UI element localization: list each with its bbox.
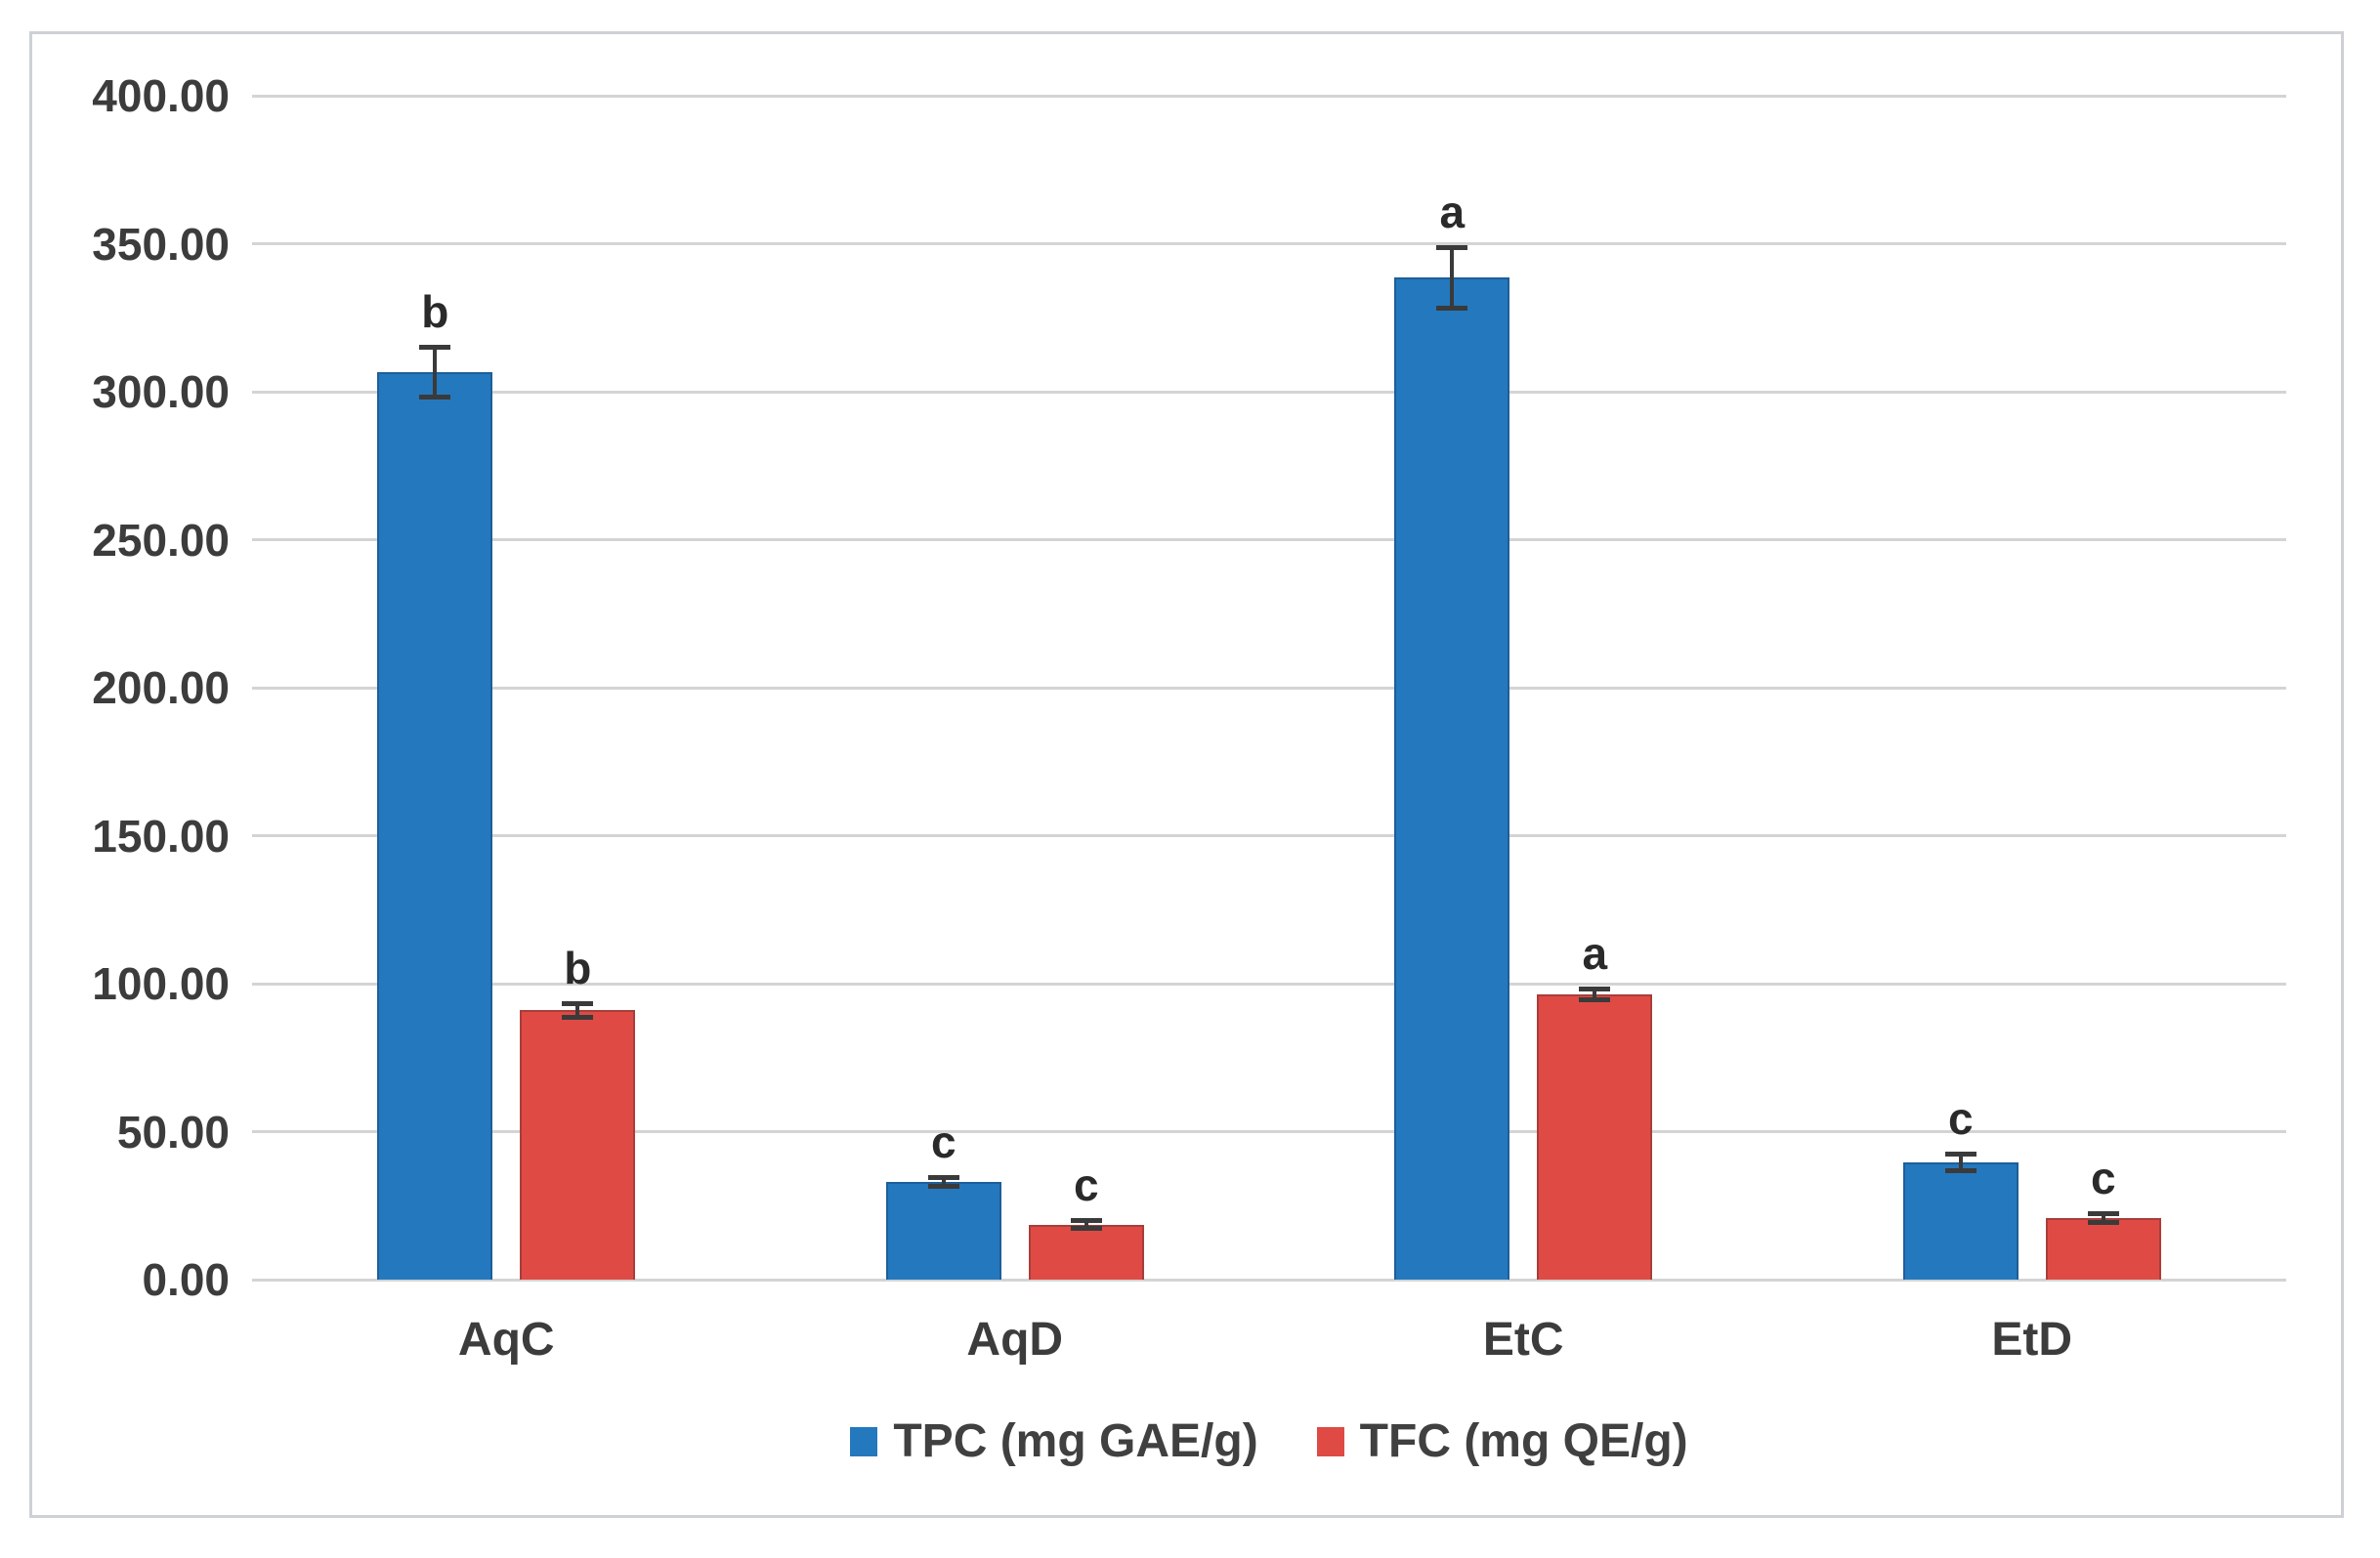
error-bar-cap-bottom [1944, 1167, 1976, 1173]
error-bar [2101, 1213, 2105, 1223]
error-bar [1958, 1153, 1963, 1171]
gridline [252, 1278, 2286, 1282]
bar-tfc-etd [2045, 1217, 2161, 1280]
legend-item-tfc: TFC (mg QE/g) [1316, 1414, 1688, 1469]
y-tick-label: 400.00 [92, 70, 230, 121]
plot-area: b b c c a a c c [252, 94, 2286, 1282]
bar-tpc-etc [1394, 277, 1510, 1280]
bar-tpc-aqc [377, 372, 493, 1280]
bar-tfc-aqd [1028, 1224, 1144, 1280]
error-bar-cap-top [2087, 1211, 2119, 1217]
error-bar [575, 1002, 580, 1018]
gridline [252, 538, 2286, 541]
significance-letter: b [421, 285, 449, 337]
gridline [252, 1130, 2286, 1133]
significance-letter: a [1439, 186, 1466, 237]
error-bar [1593, 988, 1597, 1000]
error-bar [1084, 1220, 1088, 1230]
x-category-label: EtC [1482, 1314, 1564, 1366]
gridline [252, 242, 2286, 245]
y-tick-label: 350.00 [92, 218, 230, 270]
error-bar-cap-bottom [1436, 306, 1468, 312]
error-bar-cap-top [1944, 1151, 1976, 1157]
error-bar-cap-bottom [2087, 1219, 2119, 1225]
bar-tfc-etc [1537, 993, 1653, 1280]
bar-tfc-aqc [520, 1010, 636, 1280]
bar-tpc-etd [1902, 1161, 2019, 1280]
gridline [252, 834, 2286, 837]
error-bar [433, 346, 438, 399]
error-bar-cap-top [1579, 986, 1611, 991]
legend-label-tpc: TPC (mg GAE/g) [893, 1415, 1258, 1467]
significance-letter: b [564, 942, 592, 993]
chart-frame [29, 31, 2344, 1518]
x-category-label: AqD [966, 1314, 1064, 1366]
legend-swatch-tfc-icon [1316, 1427, 1344, 1456]
error-bar [941, 1177, 946, 1187]
error-bar-cap-top [1070, 1218, 1102, 1224]
significance-letter: c [1073, 1159, 1099, 1211]
bar-tpc-aqd [885, 1182, 1001, 1280]
significance-letter: c [1947, 1092, 1974, 1144]
error-bar-cap-top [927, 1175, 959, 1181]
error-bar-cap-bottom [927, 1183, 959, 1189]
legend: TPC (mg GAE/g) TFC (mg QE/g) [252, 1412, 2286, 1471]
y-tick-label: 250.00 [92, 514, 230, 566]
significance-letter: a [1582, 927, 1608, 979]
legend-item-tpc: TPC (mg GAE/g) [850, 1414, 1258, 1469]
significance-letter: c [2090, 1153, 2116, 1204]
significance-letter: c [930, 1116, 956, 1168]
y-tick-label: 0.00 [142, 1254, 230, 1305]
error-bar-cap-bottom [562, 1014, 594, 1020]
y-tick-label: 50.00 [116, 1106, 230, 1158]
error-bar-cap-bottom [419, 395, 451, 400]
legend-swatch-tpc-icon [850, 1427, 878, 1456]
legend-label-tfc: TFC (mg QE/g) [1359, 1415, 1688, 1467]
error-bar-cap-top [562, 1000, 594, 1006]
y-tick-label: 150.00 [92, 810, 230, 862]
gridline [252, 94, 2286, 98]
y-tick-label: 300.00 [92, 366, 230, 417]
error-bar-cap-top [1436, 244, 1468, 250]
y-tick-label: 200.00 [92, 662, 230, 713]
error-bar [1450, 246, 1455, 310]
x-category-label: EtD [1991, 1314, 2073, 1366]
y-tick-label: 100.00 [92, 958, 230, 1009]
error-bar-cap-bottom [1070, 1226, 1102, 1232]
gridline [252, 390, 2286, 394]
gridline [252, 982, 2286, 986]
x-category-label: AqC [457, 1314, 555, 1366]
error-bar-cap-bottom [1579, 996, 1611, 1002]
gridline [252, 686, 2286, 690]
error-bar-cap-top [419, 344, 451, 350]
